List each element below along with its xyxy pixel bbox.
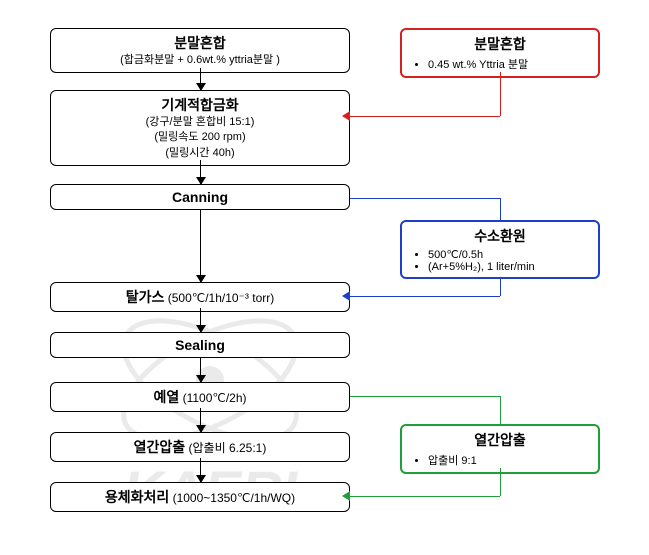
arrow-down [200, 358, 201, 382]
arrow-down [200, 308, 201, 332]
connector [500, 72, 501, 116]
connector [350, 396, 500, 397]
connector [350, 116, 500, 117]
arrow-down [200, 458, 201, 482]
node-n8: 용체화처리 (1000~1350℃/1h/WQ) [50, 482, 350, 512]
arrow-down [200, 408, 201, 432]
arrow-down [200, 68, 201, 90]
node-n2: 기계적합금화(강구/분말 혼합비 15:1)(밀링속도 200 rpm)(밀링시… [50, 90, 350, 166]
arrow-down [200, 160, 201, 184]
arrow-down [200, 210, 201, 282]
side-s3: 열간압출압출비 9:1 [400, 424, 600, 474]
node-n3: Canning [50, 184, 350, 210]
side-s2: 수소환원500℃/0.5h(Ar+5%H₂), 1 liter/min [400, 220, 600, 279]
arrowhead [342, 111, 350, 121]
node-n1: 분말혼합(합금화분말 + 0.6wt.% yttria분말 ) [50, 28, 350, 73]
side-s1: 분말혼합0.45 wt.% Yttria 분말 [400, 28, 600, 78]
connector [500, 278, 501, 296]
arrowhead [342, 291, 350, 301]
connector [350, 296, 500, 297]
connector [500, 396, 501, 424]
connector [350, 496, 500, 497]
connector [500, 198, 501, 220]
connector [350, 198, 500, 199]
node-n5: Sealing [50, 332, 350, 358]
arrowhead [342, 491, 350, 501]
connector [500, 468, 501, 496]
